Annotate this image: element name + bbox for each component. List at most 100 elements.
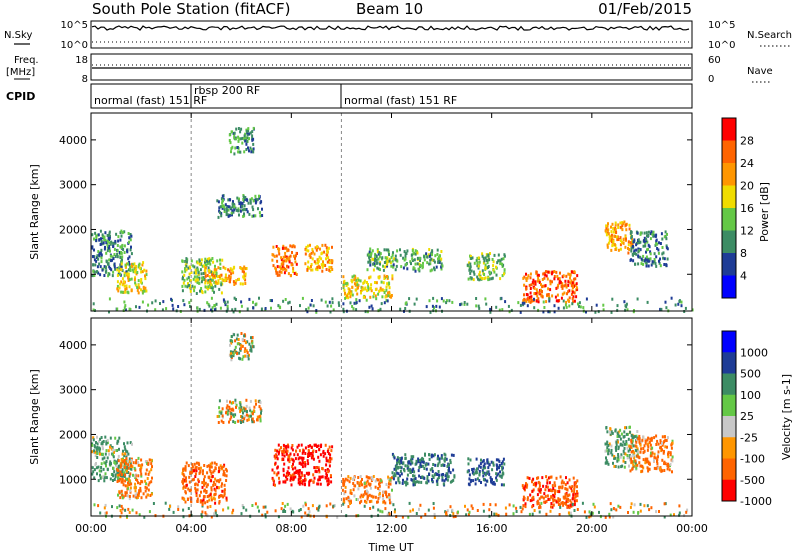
scatter-cell: [222, 465, 225, 469]
scatter-cell: [134, 493, 137, 497]
scatter-cell: [503, 483, 505, 487]
scatter-cell: [621, 228, 624, 232]
scatter-cell: [548, 481, 551, 485]
scatter-cell: [298, 449, 301, 453]
scatter-cell: [290, 274, 292, 278]
scatter-cell: [292, 270, 295, 273]
scatter-cell: [565, 476, 567, 480]
scatter-cell: [531, 489, 534, 493]
scatter-cell: [147, 488, 150, 492]
scatter-cell: [186, 285, 189, 289]
scatter-cell: [241, 338, 244, 342]
scatter-cell: [543, 306, 546, 309]
scatter-cell: [294, 475, 297, 479]
scatter-cell: [208, 498, 211, 502]
scatter-cell: [399, 474, 401, 478]
scatter-cell: [393, 257, 396, 261]
scatter-cell: [625, 228, 628, 232]
scatter-cell: [317, 468, 320, 472]
scatter-cell: [629, 455, 632, 459]
scatter-cell: [203, 483, 206, 487]
scatter-cell: [259, 419, 262, 423]
scatter-cell: [674, 303, 677, 307]
scatter-cell: [138, 305, 141, 309]
scatter-cell: [291, 458, 294, 462]
scatter-cell: [235, 403, 238, 407]
scatter-cell: [472, 278, 475, 282]
scatter-cell: [658, 510, 660, 513]
scatter-cell: [287, 454, 290, 458]
scatter-cell: [117, 235, 120, 239]
y-tick-label: 1000: [59, 473, 87, 486]
scatter-cell: [497, 458, 500, 462]
scatter-cell: [665, 439, 668, 442]
scatter-cell: [478, 273, 481, 277]
scatter-cell: [570, 279, 573, 283]
scatter-cell: [316, 245, 319, 249]
scatter-cell: [315, 450, 318, 453]
scatter-cell: [369, 295, 372, 299]
scatter-cell: [316, 445, 318, 448]
scatter-cell: [198, 260, 201, 264]
scatter-cell: [643, 259, 646, 263]
scatter-cell: [646, 240, 649, 244]
scatter-cell: [318, 470, 321, 474]
velocity-y-axis-label: Slant Range [km]: [28, 369, 41, 465]
scatter-cell: [114, 239, 117, 243]
scatter-cell: [285, 450, 288, 454]
scatter-cell: [125, 284, 128, 288]
scatter-cell: [659, 441, 662, 445]
scatter-cell: [127, 291, 130, 295]
scatter-cell: [364, 310, 367, 314]
scatter-cell: [489, 307, 492, 311]
scatter-cell: [492, 461, 495, 465]
scatter-cell: [95, 239, 98, 242]
scatter-cell: [141, 300, 144, 304]
scatter-cell: [244, 139, 247, 143]
scatter-cell: [364, 295, 366, 299]
scatter-cell: [244, 196, 247, 199]
scatter-cell: [562, 495, 565, 499]
scatter-cell: [378, 255, 381, 259]
scatter-cell: [359, 501, 361, 505]
scatter-cell: [559, 271, 561, 275]
scatter-cell: [132, 494, 135, 498]
scatter-cell: [220, 494, 222, 498]
scatter-cell: [196, 261, 199, 265]
scatter-cell: [484, 478, 486, 482]
scatter-cell: [487, 266, 489, 269]
scatter-cell: [665, 306, 668, 310]
scatter-cell: [224, 273, 227, 277]
scatter-cell: [431, 304, 434, 308]
scatter-cell: [209, 283, 211, 287]
scatter-cell: [621, 224, 624, 228]
scatter-cell: [414, 462, 417, 466]
scatter-cell: [388, 290, 391, 294]
scatter-cell: [101, 475, 104, 479]
scatter-cell: [312, 449, 315, 453]
scatter-cell: [433, 516, 436, 519]
scatter-cell: [204, 274, 207, 278]
scatter-cell: [187, 498, 189, 501]
scatter-cell: [536, 502, 539, 506]
scatter-cell: [678, 300, 681, 303]
scatter-cell: [297, 457, 300, 461]
scatter-cell: [285, 259, 288, 263]
scatter-cell: [252, 409, 255, 413]
scatter-cell: [248, 414, 251, 418]
scatter-cell: [321, 269, 324, 273]
scatter-cell: [292, 473, 295, 477]
scatter-cell: [128, 236, 131, 240]
scatter-cell: [210, 515, 213, 519]
scatter-cell: [310, 446, 313, 449]
scatter-cell: [426, 477, 429, 481]
scatter-cell: [562, 299, 565, 303]
scatter-cell: [649, 252, 652, 256]
scatter-cell: [525, 287, 528, 290]
scatter-cell: [95, 234, 98, 238]
scatter-cell: [246, 351, 249, 355]
scatter-cell: [396, 456, 399, 460]
scatter-cell: [138, 489, 141, 493]
scatter-cell: [329, 456, 331, 460]
colorbar-tick-label: 8: [740, 247, 747, 260]
